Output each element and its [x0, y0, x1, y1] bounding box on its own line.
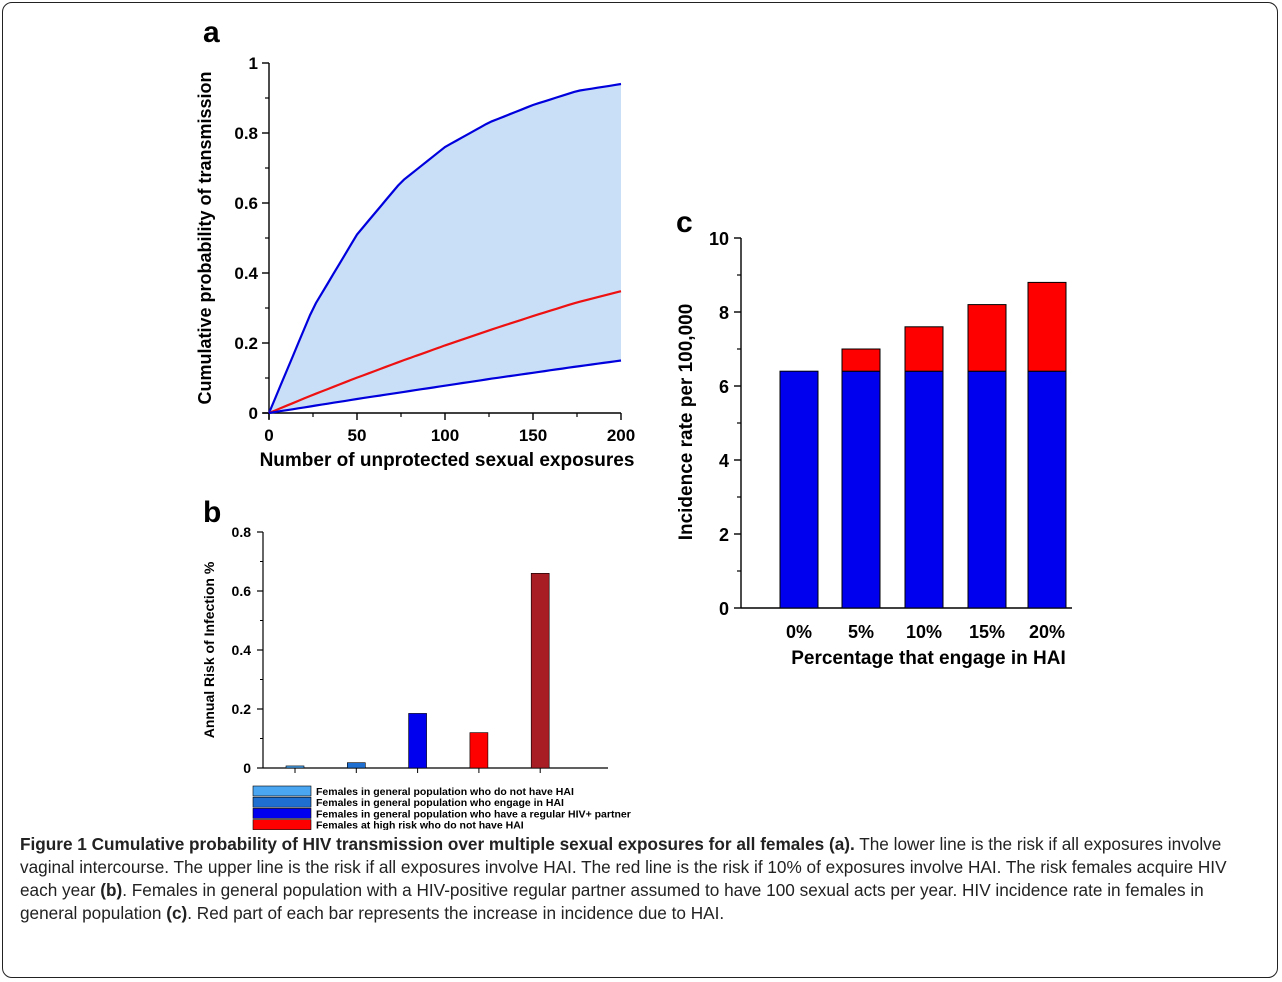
- panel-b-y-tick-label: 0: [243, 760, 251, 776]
- panel-c-y-tick-label: 8: [719, 303, 729, 323]
- panel-c-y-tick-label: 0: [719, 599, 729, 619]
- panel-b-label: b: [203, 496, 221, 529]
- panel-b-legend-swatch: [252, 785, 312, 797]
- caption-ref-b: (b): [100, 880, 123, 900]
- panel-c-y-tick-label: 6: [719, 377, 729, 397]
- panel-c-bar-base: [967, 370, 1007, 609]
- panel-b-bar: [346, 762, 366, 769]
- panel-c-label: c: [676, 206, 693, 239]
- panel-c-bar-base: [904, 370, 944, 609]
- panel-c-x-tick-label: 10%: [906, 622, 942, 642]
- panel-c-x-tick-label: 0%: [786, 622, 812, 642]
- panel-b-legend-swatch: [252, 819, 312, 830]
- panel-c-y-tick-label: 4: [719, 451, 729, 471]
- panel-b-y-tick-label: 0.4: [232, 642, 252, 658]
- panel-b-y-axis-label: Annual Risk of Infection %: [201, 561, 217, 738]
- panel-c-y-axis-label: Incidence rate per 100,000: [676, 304, 697, 541]
- panel-b-legend-swatch: [252, 796, 312, 808]
- panel-a-label: a: [203, 16, 220, 49]
- caption-text-1: The lower line is the risk if all exposu…: [20, 834, 1227, 900]
- panel-c-y-tick-label: 10: [709, 229, 729, 249]
- panel-c-bar-increase: [841, 348, 881, 372]
- panel-b-y-tick-label: 0.6: [232, 583, 252, 599]
- panel-c-x-axis-label: Percentage that engage in HAI: [791, 648, 1066, 669]
- panel-a-y-tick-label: 1: [249, 54, 258, 73]
- panel-c-bar-increase: [1027, 281, 1067, 372]
- panel-b-bar: [408, 713, 427, 769]
- panel-b-legend-label: Females at high risk who do not have HAI: [316, 820, 524, 830]
- panel-b-legend-label: Females in general population who do not…: [316, 786, 574, 798]
- panel-c-x-tick-label: 5%: [848, 622, 874, 642]
- caption-text-2: . Females in general population with a H…: [20, 880, 1204, 923]
- panel-b-bar-chart: b 0 0.2 0.4 0.6 0.8 Annual Risk of Infection %…: [201, 496, 631, 830]
- panel-a-x-tick-label: 150: [519, 426, 547, 445]
- panel-a-x-tick-label: 0: [264, 426, 273, 445]
- panel-b-y-tick-label: 0.2: [232, 701, 252, 717]
- panel-b-legend-swatch: [252, 808, 312, 819]
- panel-c-bar-base: [779, 370, 819, 609]
- panel-a-series-line-1: [267, 82, 622, 414]
- panel-c-stacked-bar-chart: c 0 2 4 6 8 10 0% 5% 10% 15% 20% Percentage that eng…: [676, 206, 1072, 669]
- caption-text-3: . Red part of each bar represents the in…: [187, 903, 725, 923]
- panel-a-line-chart: a 0 0.2 0.4 0.6 0.8 1 0 50 100 150 200 Number of unp…: [195, 16, 635, 471]
- panel-c-x-tick-label: 15%: [969, 622, 1005, 642]
- figure-caption: Figure 1 Cumulative probability of HIV t…: [20, 833, 1265, 925]
- panel-c-x-tick-label: 20%: [1029, 622, 1065, 642]
- panel-c-y-tick-label: 2: [719, 525, 729, 545]
- panel-b-y-tick-label: 0.8: [232, 524, 252, 540]
- panel-b-bar: [530, 572, 550, 769]
- panel-c-bar-increase: [904, 326, 944, 372]
- panel-b-legend-label: Females in general population who engage…: [316, 797, 564, 809]
- panel-b-bar: [285, 765, 305, 769]
- panel-a-series-line-3: [268, 359, 622, 415]
- panel-b-bar: [469, 732, 489, 769]
- panel-a-y-tick-label: 0: [249, 404, 258, 423]
- panel-a-x-axis-label: Number of unprotected sexual exposures: [260, 450, 635, 471]
- caption-ref-c: (c): [166, 903, 188, 923]
- panel-a-band-fill: [269, 84, 621, 413]
- panel-c-bar-base: [1027, 370, 1067, 609]
- panel-c-bar-base: [841, 370, 881, 609]
- panel-a-series-line-2: [268, 290, 622, 415]
- caption-title: Figure 1 Cumulative probability of HIV t…: [20, 834, 855, 854]
- panel-b-legend-label: Females in general population who have a…: [316, 808, 631, 820]
- panel-a-y-tick-label: 0.2: [234, 334, 258, 353]
- panel-a-y-tick-label: 0.8: [234, 124, 258, 143]
- panel-a-y-tick-label: 0.6: [234, 194, 258, 213]
- panel-a-x-tick-label: 200: [607, 426, 635, 445]
- panel-a-y-axis-label: Cumulative probability of transmission: [195, 71, 215, 404]
- panel-a-x-tick-label: 50: [348, 426, 367, 445]
- panel-c-bar-increase: [967, 304, 1007, 372]
- panel-a-x-tick-label: 100: [431, 426, 459, 445]
- panel-a-y-tick-label: 0.4: [234, 264, 258, 283]
